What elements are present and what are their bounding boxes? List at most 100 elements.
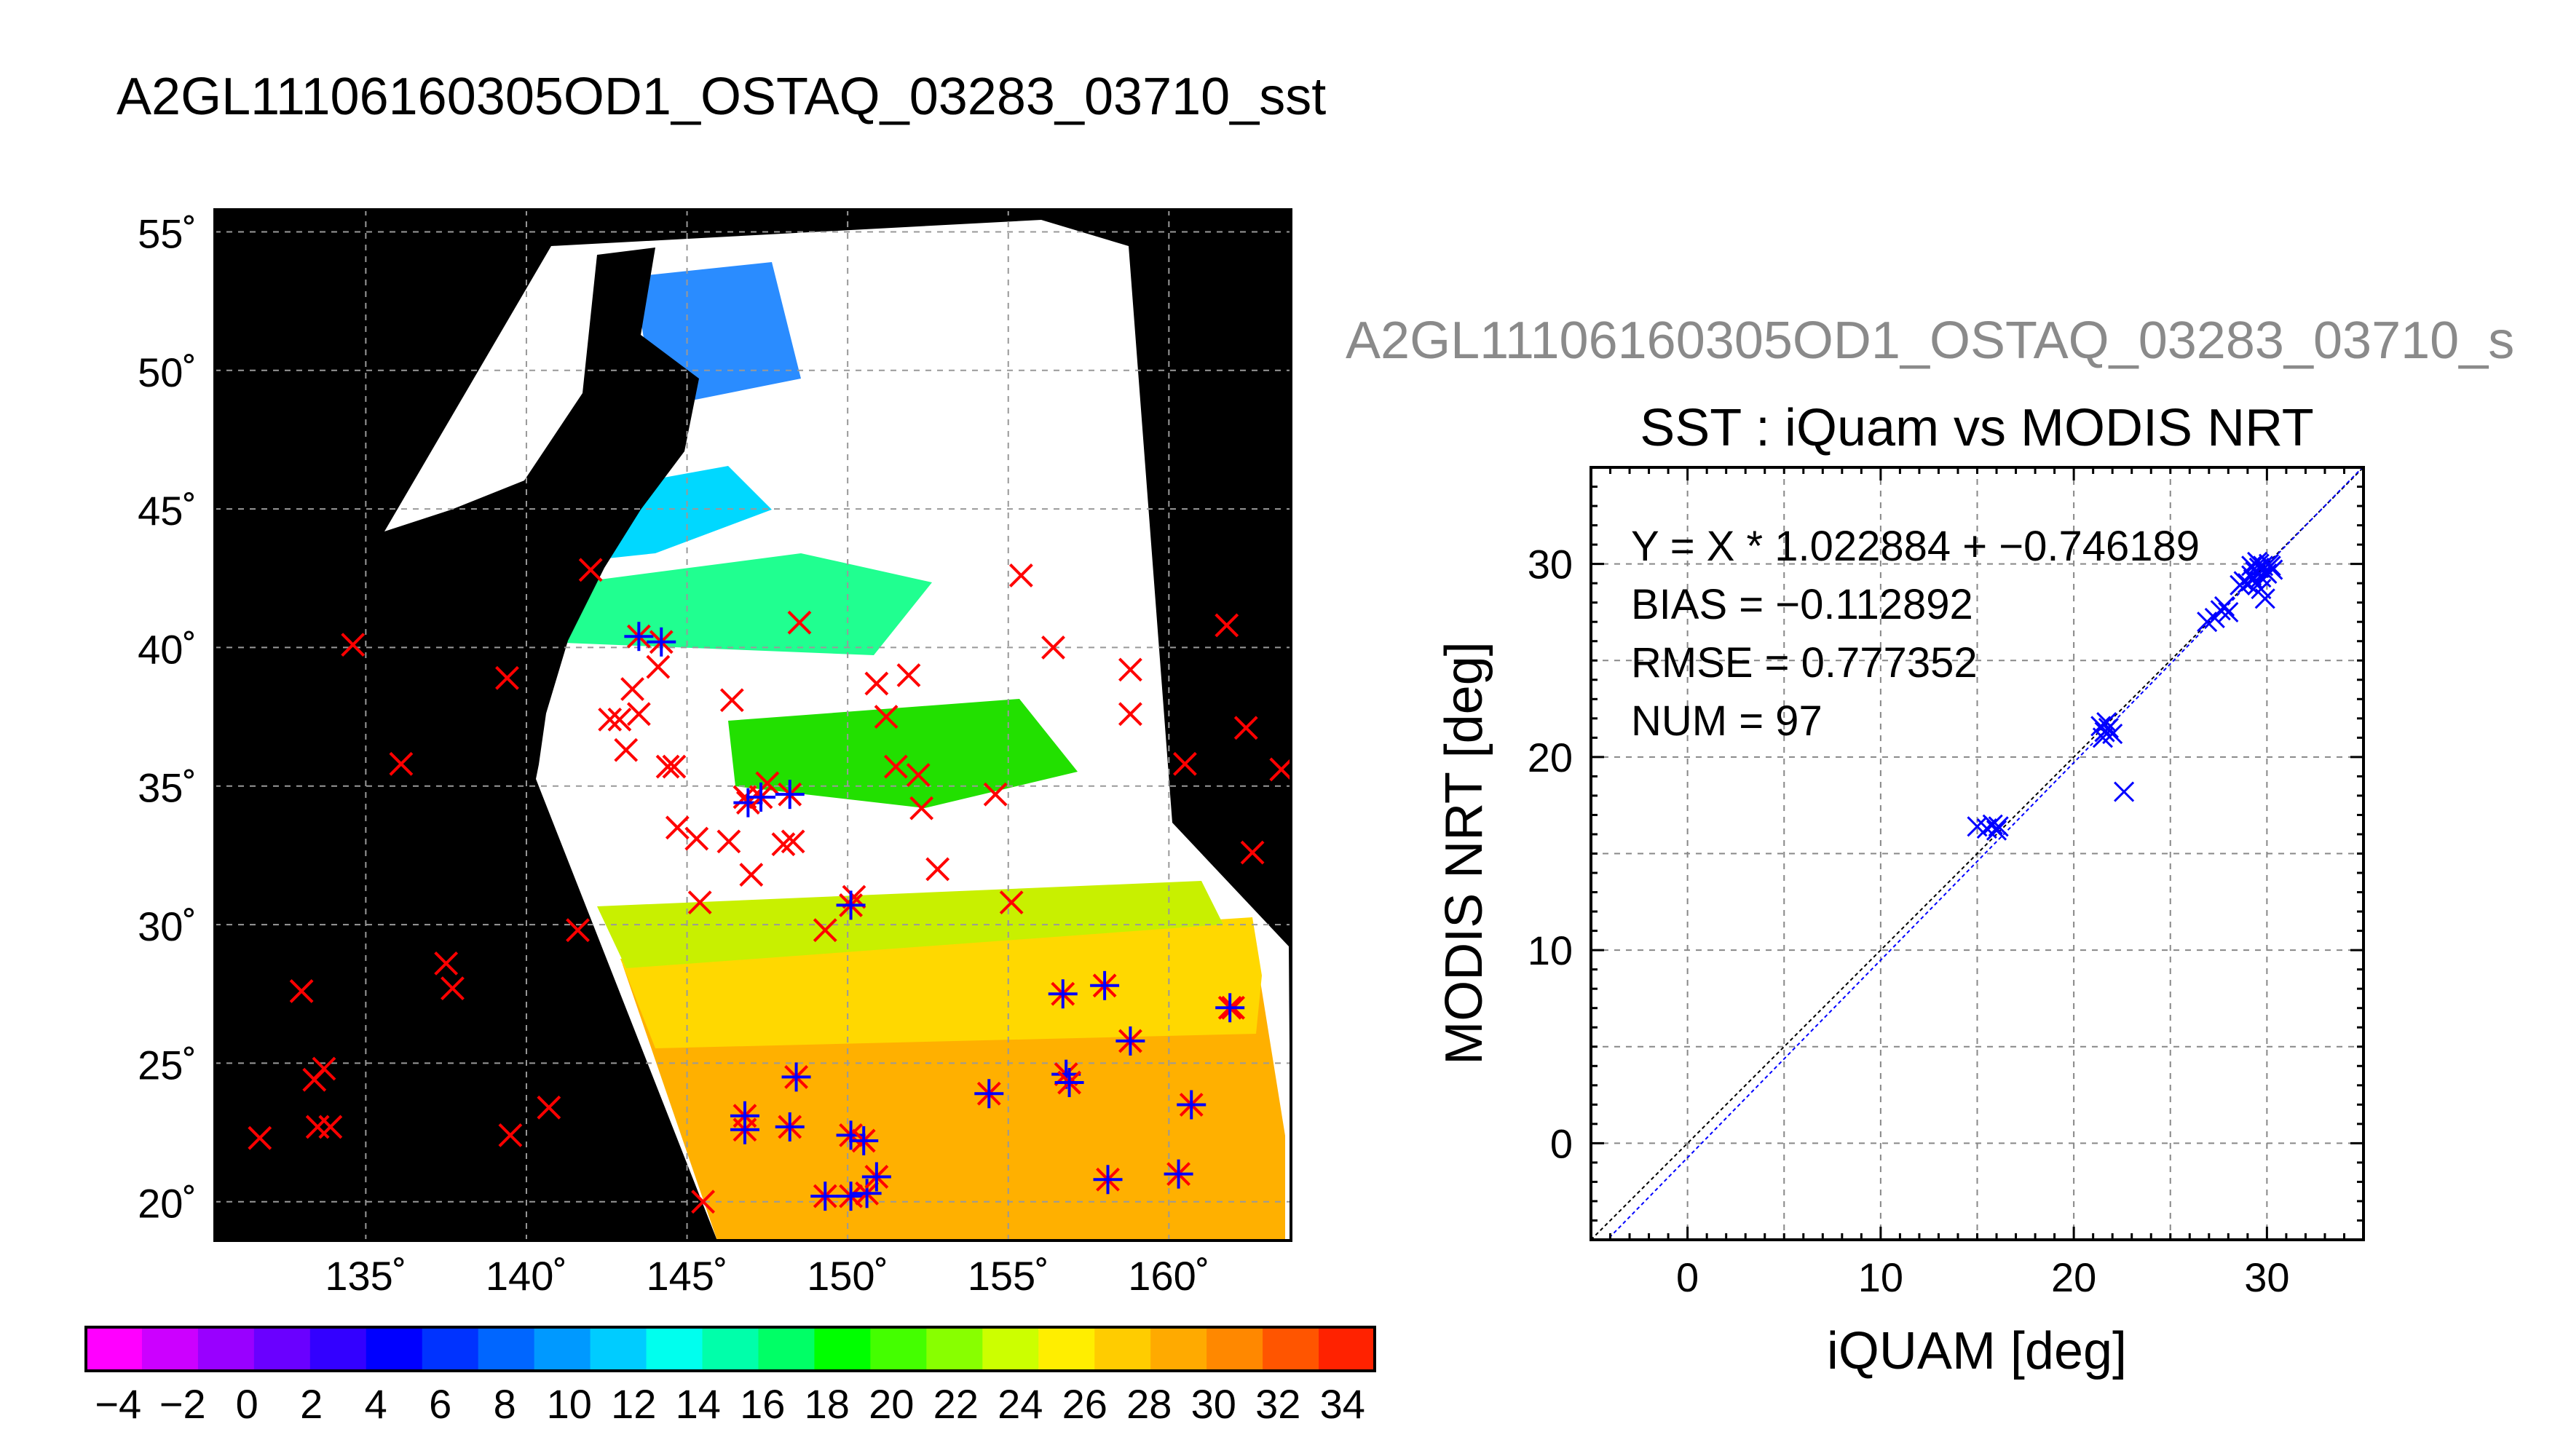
stats-annotation: Y = X * 1.022884 + −0.746189 — [1631, 523, 2200, 570]
insitu-marker — [614, 737, 639, 762]
insitu-marker — [909, 796, 934, 820]
colorbar-cell — [646, 1327, 703, 1371]
lon-tick-label: 155˚ — [968, 1253, 1049, 1299]
insitu-marker — [983, 782, 1008, 807]
matchup-marker — [781, 1062, 811, 1092]
matchup-marker — [775, 780, 805, 810]
insitu-marker — [341, 633, 366, 657]
map-lat-labels: 55˚ 50˚ 45˚ 40˚ 35˚ 30˚ 25˚ 20˚ — [138, 210, 197, 1226]
insitu-marker — [1233, 716, 1258, 740]
insitu-marker — [739, 863, 764, 887]
insitu-marker — [655, 754, 680, 779]
plot-ticks: 0 10 20 30 0 10 20 30 — [1528, 466, 2365, 1300]
colorbar-cell — [1150, 1327, 1208, 1371]
colorbar-cell — [197, 1327, 255, 1371]
lon-tick-label: 160˚ — [1128, 1253, 1209, 1299]
insitu-marker — [771, 832, 796, 857]
colorbar: −4 −2 0 2 4 6 8 10 12 14 16 18 20 22 24 26 28 30 32 34 — [84, 1326, 1376, 1427]
insitu-marker — [646, 654, 671, 679]
y-tick-label: 30 — [1528, 542, 1573, 587]
sst-lime-band — [597, 881, 1223, 968]
colorbar-tick-label: 26 — [1062, 1381, 1107, 1427]
sst-aqua-patch — [466, 553, 932, 655]
scatter-point — [1982, 814, 2003, 835]
insitu-marker — [248, 1125, 272, 1150]
scatter-point — [2114, 781, 2135, 802]
matchup-marker — [1115, 1026, 1145, 1056]
colorbar-tick-label: 32 — [1255, 1381, 1300, 1427]
lat-tick-label: 40˚ — [138, 626, 197, 672]
x-tick-label: 20 — [2051, 1254, 2096, 1300]
insitu-marker — [1215, 613, 1239, 638]
matchup-marker — [849, 1125, 879, 1155]
matchup-marker — [1177, 1090, 1207, 1120]
colorbar-tick-label: −2 — [159, 1381, 206, 1427]
insitu-marker — [716, 829, 741, 854]
matchup-marker — [1215, 993, 1245, 1023]
colorbar-cell — [870, 1327, 928, 1371]
insitu-marker — [607, 707, 632, 732]
insitu-marker — [781, 829, 805, 854]
insitu-marker — [896, 663, 921, 687]
colorbar-cell — [702, 1327, 759, 1371]
insitu-marker — [1118, 702, 1142, 727]
insitu-marker — [719, 688, 744, 713]
colorbar-cell — [309, 1327, 367, 1371]
stats-annotation: NUM = 97 — [1631, 697, 1823, 745]
insitu-marker — [1240, 840, 1265, 865]
scatter-point — [2096, 712, 2117, 733]
colorbar-cell — [422, 1327, 479, 1371]
matchup-marker — [852, 1179, 882, 1208]
insitu-marker — [925, 857, 950, 882]
scatter-file-caption: A2GL11106160305OD1_OSTAQ_03283_03710_s — [1346, 312, 2515, 370]
colorbar-cell — [1263, 1327, 1320, 1371]
insitu-marker — [318, 1115, 343, 1139]
matchup-marker — [974, 1079, 1004, 1109]
y-tick-label: 10 — [1528, 927, 1573, 973]
scatter-point — [2260, 555, 2281, 577]
colorbar-tick-label: 34 — [1320, 1381, 1365, 1427]
insitu-marker — [864, 671, 889, 696]
colorbar-tick-label: 24 — [998, 1381, 1043, 1427]
colorbar-tick-label: 2 — [300, 1381, 323, 1427]
colorbar-tick-label: 18 — [805, 1381, 850, 1427]
colorbar-tick-label: 28 — [1126, 1381, 1172, 1427]
stats-annotation: RMSE = 0.777352 — [1631, 639, 1978, 687]
colorbar-cell — [758, 1327, 816, 1371]
lat-tick-label: 35˚ — [138, 765, 197, 811]
stats-annotations: Y = X * 1.022884 + −0.746189 BIAS = −0.11… — [1631, 523, 2200, 745]
matchup-marker — [775, 1112, 805, 1142]
insitu-marker — [1008, 563, 1033, 587]
y-tick-label: 0 — [1550, 1120, 1573, 1166]
colorbar-tick-label: 6 — [429, 1381, 451, 1427]
insitu-marker — [312, 1056, 336, 1081]
colorbar-cell — [590, 1327, 647, 1371]
insitu-marker — [578, 558, 603, 582]
scatter-point — [2251, 579, 2272, 600]
matchup-marker — [647, 627, 676, 657]
map-grid — [215, 210, 1291, 1241]
insitu-marker — [389, 751, 414, 776]
colorbar-tick-label: −4 — [95, 1381, 141, 1427]
colorbar-tick-label: 20 — [869, 1381, 914, 1427]
insitu-marker — [787, 610, 812, 635]
insitu-marker — [687, 890, 712, 915]
insitu-marker — [626, 702, 651, 727]
page-title: A2GL11106160305OD1_OSTAQ_03283_03710_sst — [117, 68, 1327, 126]
insitu-marker — [598, 707, 623, 732]
scatter-point — [2262, 559, 2283, 580]
colorbar-tick-label: 10 — [547, 1381, 592, 1427]
colorbar-tick-label: 12 — [611, 1381, 656, 1427]
insitu-marker — [495, 665, 519, 690]
scatter-point — [2247, 551, 2268, 573]
lon-tick-label: 140˚ — [486, 1253, 567, 1299]
map-lon-labels: 135˚ 140˚ 145˚ 150˚ 155˚ 160˚ — [325, 1253, 1209, 1299]
scatter-point — [2241, 555, 2262, 577]
scatter-point — [2218, 601, 2239, 622]
sst-green-patch — [728, 699, 1078, 808]
insitu-marker — [813, 918, 837, 943]
colorbar-cell — [1094, 1327, 1152, 1371]
colorbar-tick-label: 14 — [676, 1381, 721, 1427]
insitu-marker — [1118, 657, 1142, 682]
